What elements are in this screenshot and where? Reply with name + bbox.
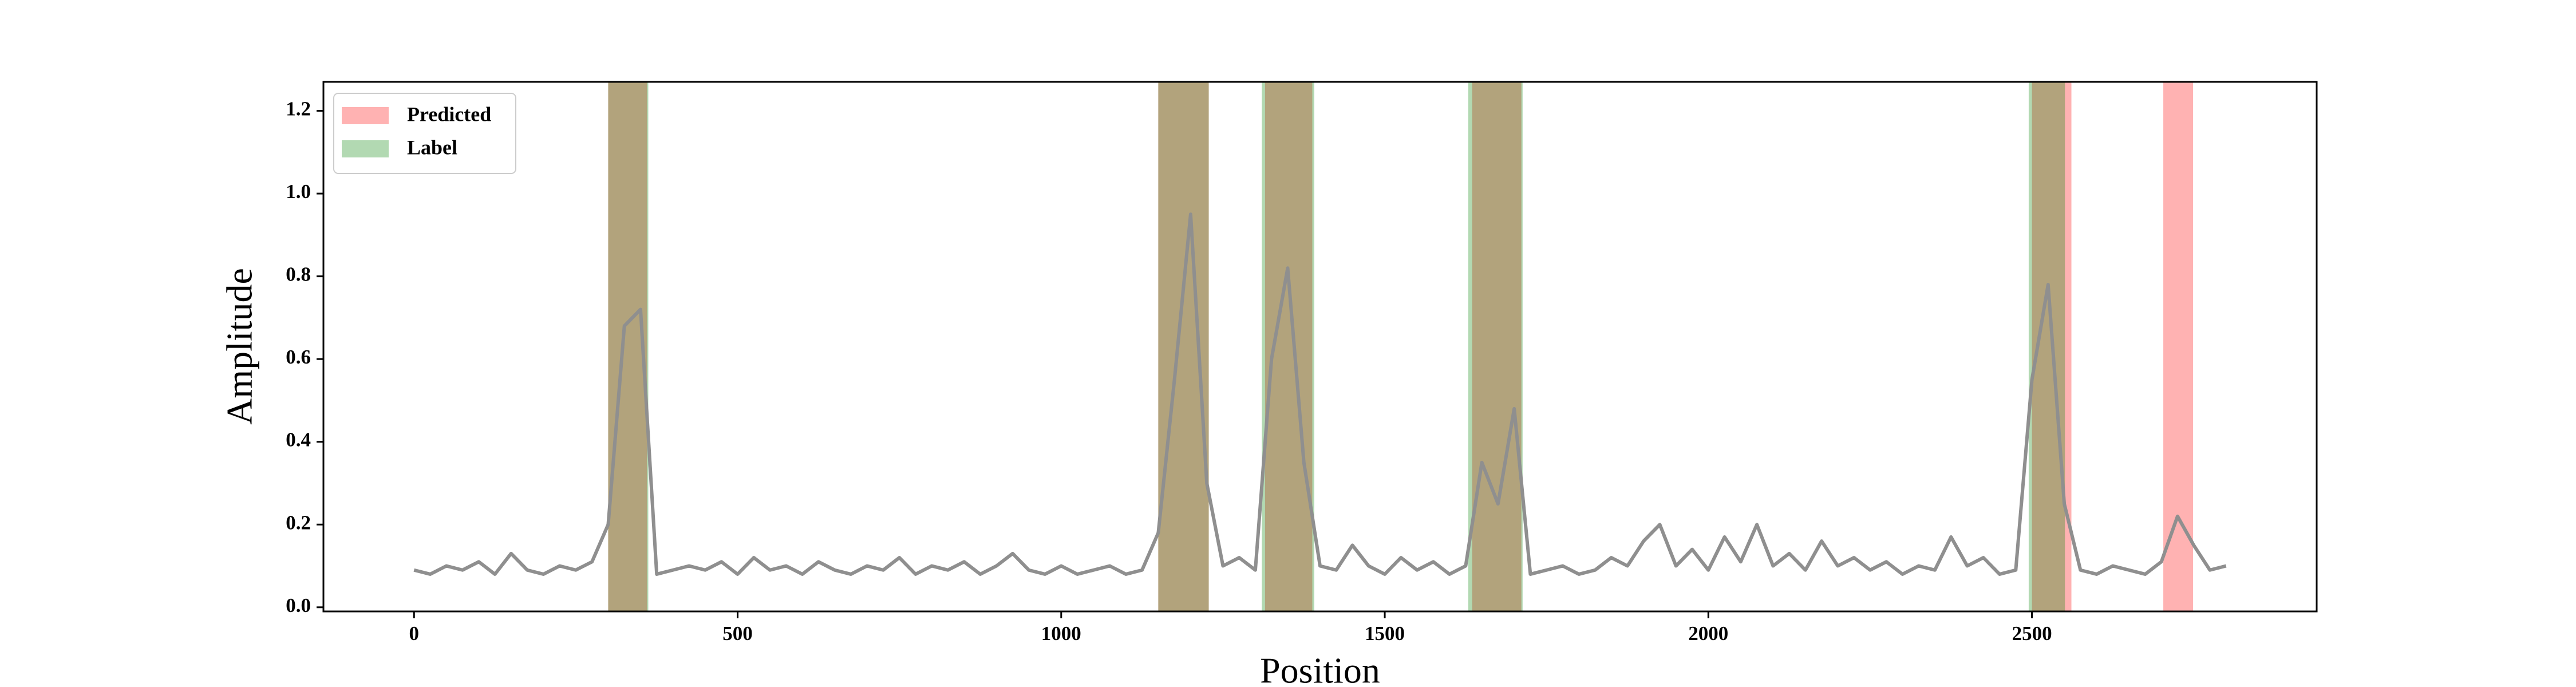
legend: Predicted Label — [333, 93, 516, 174]
y-tick-label: 0.4 — [286, 429, 311, 451]
y-tick-label: 0.8 — [286, 263, 311, 286]
legend-swatch — [342, 140, 389, 157]
x-tick-label: 2000 — [1688, 622, 1728, 645]
span — [1468, 82, 1523, 611]
span — [1158, 82, 1209, 611]
legend-swatch — [342, 107, 389, 124]
y-tick-label: 1.0 — [286, 180, 311, 203]
span — [608, 82, 647, 611]
x-tick-label: 500 — [722, 622, 753, 645]
y-tick-label: 1.2 — [286, 98, 311, 120]
legend-box — [333, 93, 516, 174]
plot-area — [413, 82, 2227, 611]
y-tick-label: 0.0 — [286, 594, 311, 617]
span — [1262, 82, 1314, 611]
y-tick-label: 0.6 — [286, 346, 311, 368]
span — [1158, 82, 1209, 611]
legend-label: Label — [407, 136, 457, 159]
x-axis-title: Position — [1260, 650, 1380, 687]
x-tick-label: 1000 — [1041, 622, 1081, 645]
x-tick-label: 1500 — [1365, 622, 1405, 645]
y-axis-title: Amplitude — [219, 268, 260, 425]
span — [1472, 82, 1522, 611]
span — [2163, 82, 2194, 611]
data-line — [413, 212, 2227, 576]
span — [2028, 82, 2065, 611]
y-tick-label: 0.2 — [286, 511, 311, 534]
x-tick-label: 2500 — [2012, 622, 2052, 645]
x-tick-label: 0 — [409, 622, 420, 645]
axes-frame — [322, 81, 2318, 613]
legend-label: Predicted — [407, 102, 491, 125]
